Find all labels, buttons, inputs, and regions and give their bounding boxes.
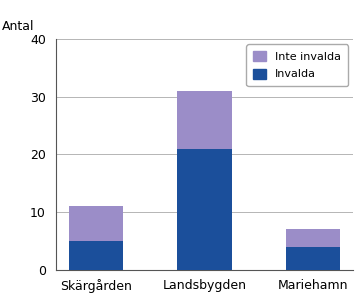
Bar <box>69 206 123 241</box>
Bar <box>177 91 232 149</box>
Bar <box>177 149 232 270</box>
Bar <box>69 241 123 270</box>
Text: Antal: Antal <box>2 20 34 33</box>
Bar <box>286 247 340 270</box>
Bar <box>286 229 340 247</box>
Legend: Inte invalda, Invalda: Inte invalda, Invalda <box>246 45 348 86</box>
